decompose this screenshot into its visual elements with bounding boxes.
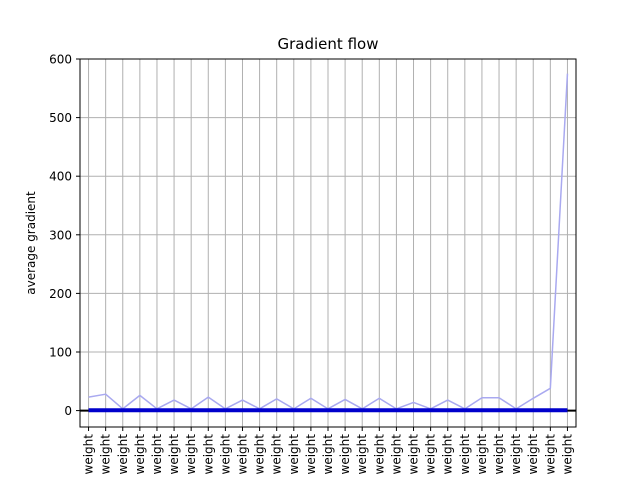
x-tick-label: weight bbox=[475, 434, 489, 475]
x-tick-label: weight bbox=[167, 434, 181, 475]
x-tick-label: weight bbox=[389, 434, 403, 475]
x-tick-label: weight bbox=[407, 434, 421, 475]
plot-frame bbox=[79, 58, 577, 428]
x-tick-label: weight bbox=[150, 434, 164, 475]
y-tick-label: 500 bbox=[49, 111, 72, 125]
y-ticks: 0 100 200 300 400 500 600 bbox=[49, 53, 80, 418]
x-tick-label: weight bbox=[218, 434, 232, 475]
x-tick-label: weight bbox=[82, 434, 96, 475]
x-tick-label: weight bbox=[287, 434, 301, 475]
x-ticks: weight weight weight weight weight weight weig… bbox=[82, 427, 574, 475]
x-tick-label: weight bbox=[184, 434, 198, 475]
x-tick-label: weight bbox=[424, 434, 438, 475]
y-tick-label: 200 bbox=[49, 287, 72, 301]
series-layer bbox=[80, 73, 576, 413]
x-tick-label: weight bbox=[458, 434, 472, 475]
x-tick-label: weight bbox=[304, 434, 318, 475]
y-axis-label: average gradient bbox=[24, 191, 38, 295]
chart-title: Gradient flow bbox=[278, 35, 379, 53]
x-tick-label: weight bbox=[355, 434, 369, 475]
y-tick-label: 400 bbox=[49, 170, 72, 184]
x-tick-label: weight bbox=[492, 434, 506, 475]
x-tick-label: weight bbox=[99, 434, 113, 475]
x-tick-label: weight bbox=[372, 434, 386, 475]
x-tick-label: weight bbox=[116, 434, 130, 475]
x-tick-label: weight bbox=[201, 434, 215, 475]
x-tick-label: weight bbox=[441, 434, 455, 475]
x-tick-label: weight bbox=[543, 434, 557, 475]
y-tick-label: 100 bbox=[49, 345, 72, 359]
x-tick-label: weight bbox=[560, 434, 574, 475]
x-tick-label: weight bbox=[338, 434, 352, 475]
y-tick-label: 600 bbox=[49, 53, 72, 67]
x-tick-label: weight bbox=[509, 434, 523, 475]
x-tick-label: weight bbox=[133, 434, 147, 475]
y-tick-label: 0 bbox=[64, 404, 72, 418]
x-tick-label: weight bbox=[270, 434, 284, 475]
grid-layer bbox=[80, 58, 576, 427]
y-tick-label: 300 bbox=[49, 228, 72, 242]
x-tick-label: weight bbox=[253, 434, 267, 475]
x-tick-label: weight bbox=[526, 434, 540, 475]
x-tick-label: weight bbox=[235, 434, 249, 475]
x-tick-label: weight bbox=[321, 434, 335, 475]
